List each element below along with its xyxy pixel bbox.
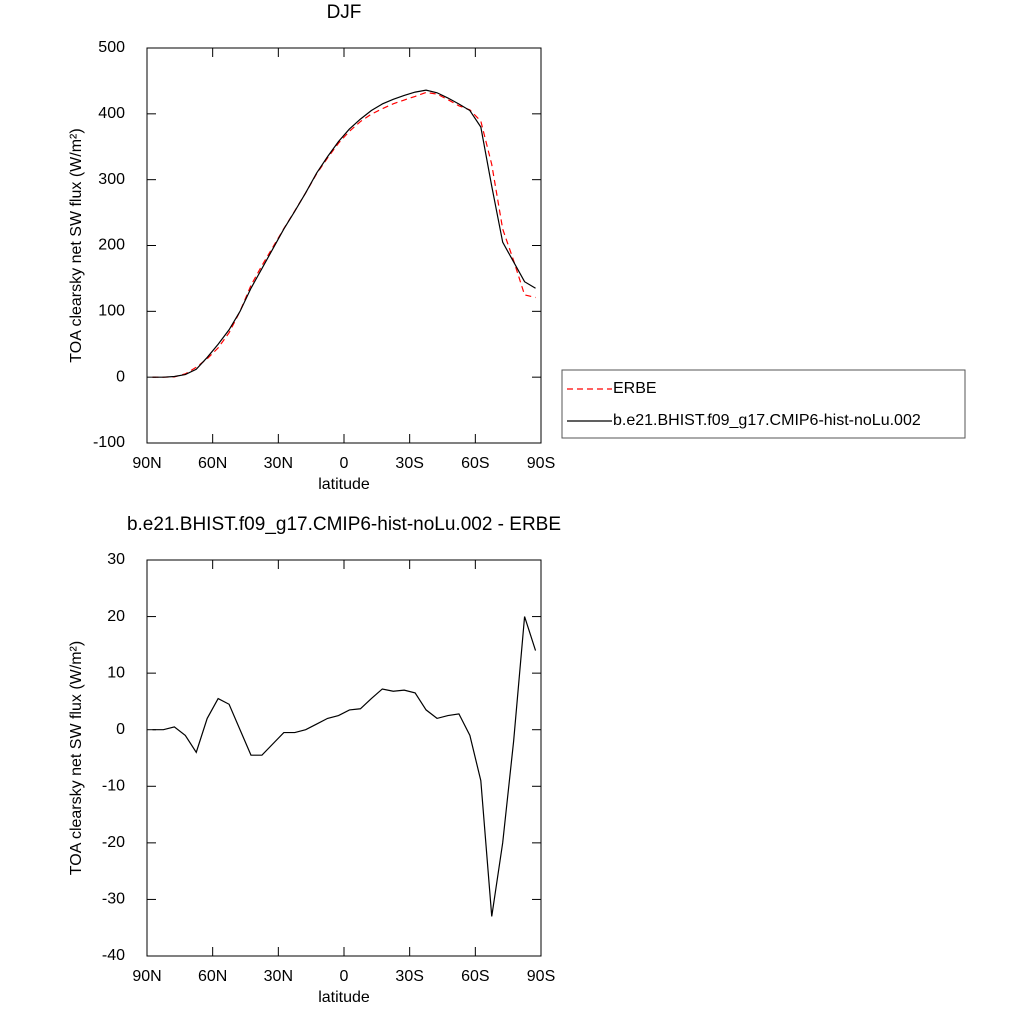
y-axis-label: TOA clearsky net SW flux (W/m²)	[68, 641, 85, 875]
x-tick-label: 60S	[461, 455, 489, 472]
x-tick-label: 30S	[395, 455, 423, 472]
series-line	[152, 89, 536, 378]
y-tick-label: -100	[93, 434, 125, 451]
x-tick-label: 30S	[395, 968, 423, 985]
x-tick-label: 90N	[132, 455, 161, 472]
chart-title: DJF	[327, 2, 362, 23]
x-tick-label: 30N	[264, 455, 293, 472]
y-tick-label: -40	[102, 947, 125, 964]
plot-frame	[146, 559, 542, 957]
x-tick-label: 60N	[198, 968, 227, 985]
x-tick-label: 30N	[264, 968, 293, 985]
y-tick-label: 0	[116, 721, 125, 738]
y-tick-label: -10	[102, 778, 125, 795]
y-tick-label: 200	[98, 237, 125, 254]
legend-box	[561, 369, 966, 439]
y-tick-label: 400	[98, 105, 125, 122]
series-line	[152, 91, 536, 378]
x-axis-label: latitude	[318, 989, 370, 1006]
y-tick-label: 300	[98, 171, 125, 188]
y-tick-label: 20	[107, 608, 125, 625]
x-tick-label: 90N	[132, 968, 161, 985]
y-tick-label: 0	[116, 368, 125, 385]
plot-frame	[146, 47, 542, 444]
y-axis-label: TOA clearsky net SW flux (W/m²)	[68, 128, 85, 362]
legend-label: b.e21.BHIST.f09_g17.CMIP6-hist-noLu.002	[613, 412, 921, 429]
y-tick-label: 30	[107, 551, 125, 568]
series-line	[152, 616, 537, 917]
x-tick-label: 0	[340, 455, 349, 472]
x-tick-label: 0	[340, 968, 349, 985]
x-tick-label: 60S	[461, 968, 489, 985]
x-tick-label: 90S	[527, 968, 555, 985]
legend-label: ERBE	[613, 380, 657, 397]
x-tick-label: 90S	[527, 455, 555, 472]
y-tick-label: -20	[102, 834, 125, 851]
chart-title: b.e21.BHIST.f09_g17.CMIP6-hist-noLu.002 …	[127, 514, 561, 535]
y-tick-label: -30	[102, 891, 125, 908]
x-tick-label: 60N	[198, 455, 227, 472]
y-tick-label: 500	[98, 39, 125, 56]
y-tick-label: 100	[98, 303, 125, 320]
x-axis-label: latitude	[318, 476, 370, 493]
y-tick-label: 10	[107, 664, 125, 681]
